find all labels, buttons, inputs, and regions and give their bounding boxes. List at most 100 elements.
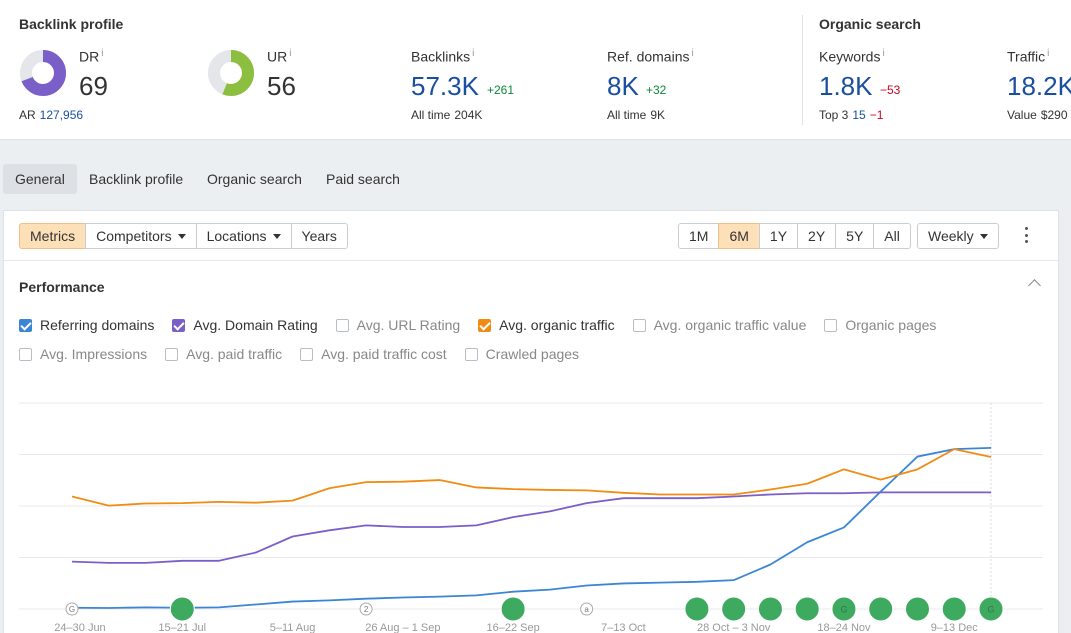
metric-checkbox-label: Avg. Impressions — [40, 346, 148, 362]
backlinks-delta: +261 — [487, 83, 515, 97]
backlinks-value[interactable]: 57.3K — [411, 71, 479, 101]
stats-panel: Backlink profile DR i 69 AR 127,956 UR i 56… — [0, 0, 1071, 140]
ref-domains-value[interactable]: 8K — [607, 71, 639, 101]
series-line-referring-domains[interactable] — [71, 447, 992, 609]
range-2y-button[interactable]: 2Y — [797, 223, 837, 249]
tab-backlink-profile[interactable]: Backlink profile — [89, 171, 184, 187]
organic-search-title: Organic search — [819, 16, 921, 32]
ur-ring-icon — [208, 50, 254, 96]
performance-title: Performance — [19, 279, 105, 295]
overview-card: Metrics Competitors Locations Years 1M 6… — [3, 210, 1059, 633]
checkbox-unchecked-icon[interactable] — [464, 347, 478, 361]
interval-dropdown[interactable]: Weekly — [917, 223, 999, 249]
caret-down-icon — [272, 233, 281, 239]
dr-label: DR i — [79, 48, 104, 65]
locations-dropdown[interactable]: Locations — [195, 223, 292, 249]
years-button[interactable]: Years — [290, 223, 348, 249]
section-divider — [802, 15, 803, 125]
metric-checkbox-avg-url-rating[interactable]: Avg. URL Rating — [335, 317, 460, 333]
checkbox-unchecked-icon[interactable] — [300, 347, 314, 361]
ref-domains-all-time: All time 9K — [607, 108, 666, 122]
view-button-group: Metrics Competitors Locations Years — [19, 223, 348, 249]
range-all-button[interactable]: All — [873, 223, 911, 249]
keywords-top3: Top 3 15 −1 — [819, 108, 884, 122]
x-tick-label: 7–13 Oct — [601, 622, 646, 633]
event-marker[interactable] — [721, 596, 747, 622]
metric-checkbox-avg-organic-traffic-value[interactable]: Avg. organic traffic value — [632, 317, 806, 333]
update-marker[interactable] — [359, 602, 373, 616]
checkbox-unchecked-icon[interactable] — [165, 347, 179, 361]
event-marker[interactable] — [757, 596, 783, 622]
ref-domains-delta: +32 — [646, 83, 667, 97]
event-marker[interactable] — [831, 596, 857, 622]
toolbar-divider — [4, 260, 1058, 261]
x-tick-label: 5–11 Aug — [270, 622, 316, 633]
ref-domains-info-icon[interactable]: i — [691, 48, 694, 59]
tab-paid-search[interactable]: Paid search — [326, 171, 400, 187]
event-marker[interactable] — [794, 596, 820, 622]
ur-label: UR i — [267, 48, 292, 65]
metric-checkbox-label: Referring domains — [40, 317, 155, 333]
performance-chart[interactable]: G 2 a G G 24–30 Jun 15–21 Jul 5–11 Aug 26 Aug – … — [0, 385, 1071, 633]
series-line-avg-organic-traffic[interactable] — [71, 448, 992, 507]
traffic-value-line: Value $290 — [1007, 108, 1068, 122]
dr-info-icon[interactable]: i — [101, 48, 104, 59]
series-line-avg-domain-rating[interactable] — [71, 491, 991, 564]
range-1y-button[interactable]: 1Y — [758, 223, 799, 249]
metric-checkbox-row: Referring domains Avg. Domain Rating Avg. … — [19, 317, 954, 333]
event-marker[interactable] — [169, 596, 195, 622]
event-marker[interactable] — [684, 596, 710, 622]
metrics-button[interactable]: Metrics — [19, 223, 87, 249]
metric-checkbox-organic-pages[interactable]: Organic pages — [824, 317, 936, 333]
metric-checkbox-referring-domains[interactable]: Referring domains — [19, 317, 154, 333]
x-tick-label: 9–13 Dec — [931, 622, 979, 633]
metric-checkbox-label: Organic pages — [845, 317, 937, 333]
tab-organic-search[interactable]: Organic search — [207, 171, 302, 187]
ref-domains-label: Ref. domains i — [607, 48, 694, 65]
checkbox-checked-icon[interactable] — [172, 318, 186, 332]
chevron-up-icon[interactable] — [1028, 279, 1041, 292]
range-6m-button[interactable]: 6M — [718, 223, 760, 249]
metric-checkbox-avg-domain-rating[interactable]: Avg. Domain Rating — [172, 317, 318, 333]
checkbox-unchecked-icon[interactable] — [19, 347, 32, 361]
checkbox-unchecked-icon[interactable] — [824, 318, 838, 332]
backlinks-label: Backlinks i — [411, 48, 475, 65]
event-marker[interactable] — [978, 596, 1004, 622]
checkbox-checked-icon[interactable] — [478, 318, 492, 332]
range-button-group: 1M 6M 1Y 2Y 5Y All — [678, 223, 911, 249]
metric-checkbox-avg-impressions[interactable]: Avg. Impressions — [19, 346, 147, 362]
keywords-value[interactable]: 1.8K — [819, 71, 873, 101]
metric-checkbox-label: Avg. organic traffic — [499, 317, 615, 333]
traffic-value[interactable]: 18.2K — [1007, 71, 1071, 101]
backlinks-info-icon[interactable]: i — [472, 48, 475, 59]
update-marker-label: 2 — [364, 605, 369, 614]
metric-checkbox-avg-organic-traffic[interactable]: Avg. organic traffic — [478, 317, 615, 333]
caret-down-icon — [979, 233, 988, 239]
event-marker[interactable] — [904, 596, 930, 622]
update-marker[interactable] — [65, 602, 79, 616]
range-5y-button[interactable]: 5Y — [835, 223, 875, 249]
ur-info-icon[interactable]: i — [289, 48, 292, 59]
metric-checkbox-crawled-pages[interactable]: Crawled pages — [464, 346, 579, 362]
keywords-info-icon[interactable]: i — [882, 48, 885, 59]
dr-value: 69 — [79, 71, 108, 101]
event-marker[interactable] — [868, 596, 894, 622]
checkbox-unchecked-icon[interactable] — [632, 318, 646, 332]
ar-value[interactable]: 127,956 — [39, 108, 84, 122]
metric-checkbox-avg-paid-traffic[interactable]: Avg. paid traffic — [165, 346, 282, 362]
more-options-icon[interactable] — [1020, 225, 1032, 245]
competitors-dropdown[interactable]: Competitors — [85, 223, 197, 249]
metric-checkbox-avg-paid-traffic-cost[interactable]: Avg. paid traffic cost — [300, 346, 447, 362]
tab-general[interactable]: General — [3, 164, 77, 194]
ar-line: AR 127,956 — [19, 108, 84, 122]
metric-checkbox-label: Avg. paid traffic — [186, 346, 283, 362]
event-marker[interactable] — [941, 596, 967, 622]
traffic-info-icon[interactable]: i — [1047, 48, 1050, 59]
event-marker[interactable] — [500, 596, 526, 622]
checkbox-unchecked-icon[interactable] — [335, 318, 349, 332]
update-marker[interactable] — [580, 602, 594, 616]
range-1m-button[interactable]: 1M — [678, 223, 720, 249]
checkbox-checked-icon[interactable] — [19, 318, 32, 332]
dr-ring-icon — [20, 50, 66, 96]
x-tick-label: 18–24 Nov — [817, 622, 871, 633]
